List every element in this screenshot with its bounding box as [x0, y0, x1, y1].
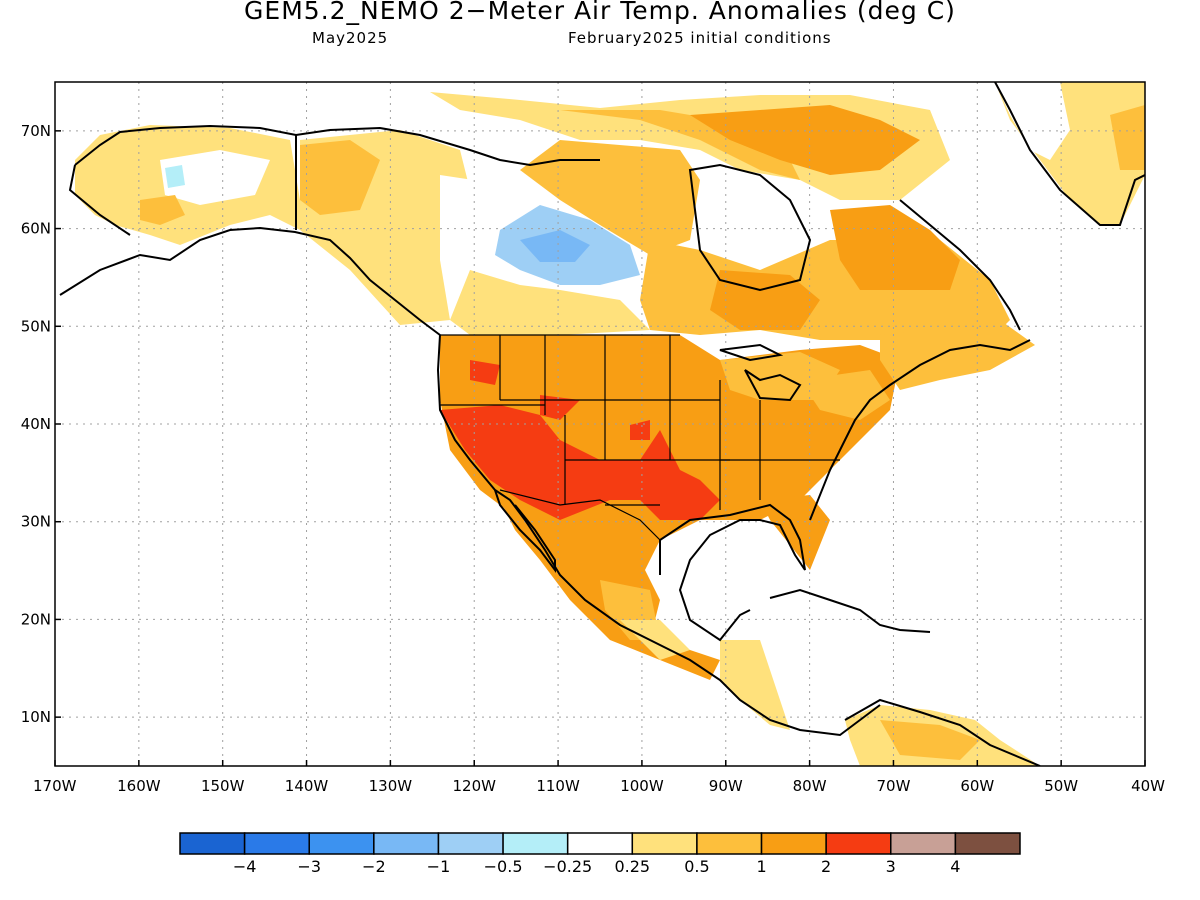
colorbar-swatch: [243, 832, 310, 855]
lat-tick-label: 40N: [21, 415, 51, 433]
lon-tick-label: 80W: [793, 777, 827, 795]
colorbar-label: 0.5: [684, 857, 709, 876]
colorbar-swatch: [954, 832, 1021, 855]
colorbar-label: 3: [886, 857, 896, 876]
political-borders: [440, 334, 840, 541]
lon-tick-label: 60W: [960, 777, 994, 795]
colorbar-label: −0.5: [484, 857, 523, 876]
colorbar-swatch: [890, 832, 957, 855]
colorbar-label: −2: [362, 857, 386, 876]
anomaly-shading: [55, 82, 1145, 766]
colorbar-swatch: [631, 832, 698, 855]
lon-tick-label: 70W: [877, 777, 911, 795]
colorbar-label: 2: [821, 857, 831, 876]
colorbar-swatch: [825, 832, 892, 855]
valid-month: May2025: [312, 29, 389, 47]
lon-tick-label: 40W: [1131, 777, 1165, 795]
colorbar-label: −1: [427, 857, 451, 876]
colorbar-label: 1: [756, 857, 766, 876]
colorbar-label: 4: [950, 857, 960, 876]
lat-tick-label: 30N: [21, 513, 51, 531]
colorbar-swatch: [179, 832, 246, 855]
colorbar-swatch: [502, 832, 569, 855]
colorbar-swatch: [566, 832, 634, 855]
lon-tick-label: 160W: [117, 777, 161, 795]
colorbar-swatch: [696, 832, 763, 855]
lat-tick-label: 70N: [21, 122, 51, 140]
axes: 70N 60N 50N 40N 30N 20N 10N 170W 160W 150W 140W 130…: [21, 122, 1165, 795]
coastlines: [59, 82, 1145, 766]
colorbar-label: 0.25: [614, 857, 650, 876]
initial-conditions: February2025 initial conditions: [568, 29, 832, 47]
land-anomaly-fill: [75, 82, 1145, 766]
lat-tick-label: 10N: [21, 708, 51, 726]
lon-tick-label: 100W: [620, 777, 664, 795]
colorbar-swatch: [373, 832, 440, 855]
colorbar-swatch: [308, 832, 375, 855]
colorbar-label: −3: [297, 857, 321, 876]
colorbar-label: −0.25: [543, 857, 592, 876]
lat-tick-label: 20N: [21, 610, 51, 628]
lon-tick-label: 120W: [452, 777, 496, 795]
lat-tick-label: 60N: [21, 220, 51, 238]
graticule: [55, 82, 1145, 766]
lon-tick-label: 130W: [369, 777, 413, 795]
lon-tick-label: 50W: [1044, 777, 1078, 795]
colorbar-swatch: [760, 832, 827, 855]
lon-tick-label: 140W: [285, 777, 329, 795]
lat-tick-label: 50N: [21, 317, 51, 335]
colorbar: −4 −3 −2 −1 −0.5 −0.25 0.25 0.5 1 2 3 4: [179, 832, 1021, 876]
colorbar-label: −4: [233, 857, 257, 876]
lon-tick-label: 170W: [33, 777, 77, 795]
lon-tick-label: 110W: [536, 777, 580, 795]
map-title: GEM5.2_NEMO 2−Meter Air Temp. Anomalies …: [244, 0, 956, 25]
lon-tick-label: 150W: [201, 777, 245, 795]
lon-tick-label: 90W: [709, 777, 743, 795]
colorbar-swatch: [437, 832, 504, 855]
